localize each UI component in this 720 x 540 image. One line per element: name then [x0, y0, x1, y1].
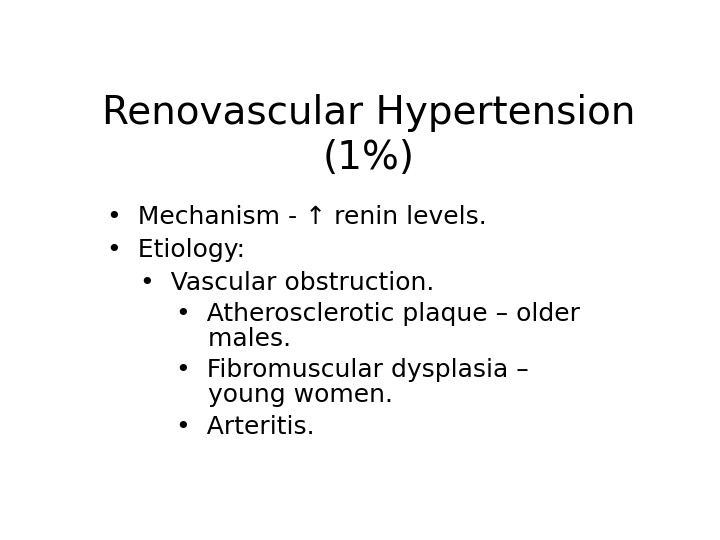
Text: •  Arteritis.: • Arteritis.	[176, 415, 315, 438]
Text: •  Mechanism - ↑ renin levels.: • Mechanism - ↑ renin levels.	[107, 205, 487, 228]
Text: males.: males.	[176, 327, 292, 351]
Text: •  Etiology:: • Etiology:	[107, 238, 245, 262]
Text: Renovascular Hypertension
(1%): Renovascular Hypertension (1%)	[102, 94, 636, 178]
Text: young women.: young women.	[176, 383, 394, 407]
Text: •  Atherosclerotic plaque – older: • Atherosclerotic plaque – older	[176, 302, 580, 326]
Text: •  Fibromuscular dysplasia –: • Fibromuscular dysplasia –	[176, 359, 529, 382]
Text: •  Vascular obstruction.: • Vascular obstruction.	[140, 271, 435, 295]
